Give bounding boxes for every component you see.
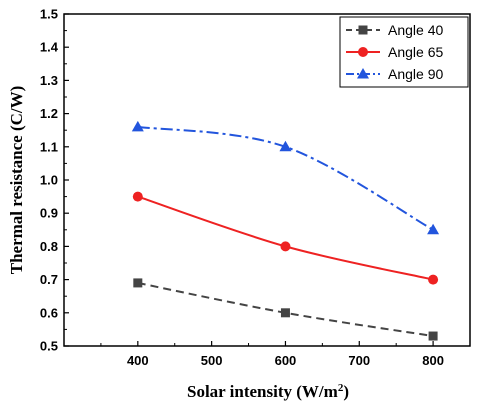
legend-label: Angle 65: [388, 44, 443, 60]
axis-ticks: 400 500 600 700 800 0.5 0.6 0.7 0.8 0.9 1.0 1.1 1.2 1…: [40, 7, 444, 369]
data-point: [428, 274, 439, 285]
data-point: [280, 308, 290, 318]
legend-marker: [358, 47, 368, 57]
x-tick-label: 400: [127, 353, 149, 368]
x-tick-label: 500: [201, 353, 223, 368]
x-tick-label: 600: [275, 353, 297, 368]
y-tick-label: 1.3: [40, 73, 58, 88]
data-point: [133, 278, 143, 288]
series-1: [133, 278, 438, 341]
legend: Angle 40 Angle 65 Angle 90: [339, 16, 469, 88]
series-line: [137, 195, 434, 281]
legend-marker: [358, 25, 368, 35]
y-tick-label: 0.8: [40, 239, 58, 254]
legend-marker: [357, 68, 369, 79]
data-point: [280, 241, 291, 252]
y-axis-title: Thermal resistance (C/W): [7, 86, 26, 275]
x-tick-label: 800: [422, 353, 444, 368]
x-axis-title: Solar intensity (W/m2): [187, 382, 349, 401]
y-tick-label: 1.5: [40, 7, 58, 22]
y-tick-label: 1.2: [40, 106, 58, 121]
series-3: [131, 120, 440, 235]
legend-label: Angle 90: [388, 66, 443, 82]
legend-label: Angle 40: [388, 22, 443, 38]
x-tick-label: 700: [348, 353, 370, 368]
data-point: [279, 140, 292, 152]
data-point: [131, 120, 144, 132]
data-point: [132, 191, 143, 202]
data-point: [427, 223, 440, 235]
series-layer: [131, 120, 440, 341]
y-tick-label: 1.0: [40, 173, 58, 188]
data-point: [428, 331, 438, 341]
y-tick-label: 0.6: [40, 305, 58, 320]
y-tick-label: 1.4: [40, 40, 59, 55]
series-2: [132, 191, 439, 285]
y-tick-label: 0.7: [40, 272, 58, 287]
y-tick-label: 0.5: [40, 339, 58, 354]
x-axis-title-superscript: 2: [338, 382, 344, 394]
y-tick-label: 0.9: [40, 206, 58, 221]
y-tick-label: 1.1: [40, 139, 58, 154]
